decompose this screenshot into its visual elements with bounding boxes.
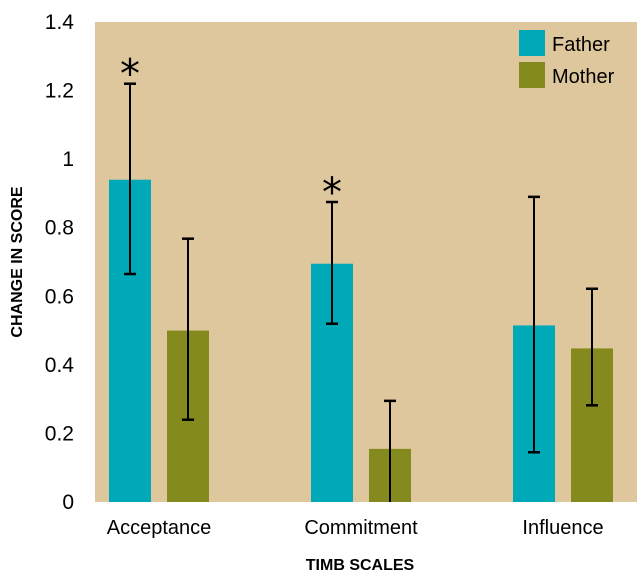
y-tick-label: 0.6 [45,285,74,308]
y-tick-label: 1.2 [45,80,74,103]
x-category-label: Commitment [304,517,418,539]
y-tick-label: 0.8 [45,217,74,240]
legend-label-mother: Mother [552,66,615,88]
significance-asterisk: * [322,170,342,216]
x-category-label: Acceptance [107,517,212,539]
y-axis-ticks: 0 0.2 0.4 0.6 0.8 1 1.2 1.4 [45,11,75,514]
legend-swatch-mother [519,62,545,88]
y-tick-label: 0.2 [45,422,74,445]
y-tick-label: 1 [62,148,74,171]
legend: Father Mother [519,30,615,88]
significance-asterisk: * [120,52,140,98]
legend-label-father: Father [552,34,610,56]
error-bars-group [124,82,598,502]
y-tick-label: 0 [62,491,74,514]
y-tick-label: 0.4 [45,354,75,377]
legend-swatch-father [519,30,545,56]
y-tick-label: 1.4 [45,11,75,34]
x-category-label: Influence [522,517,603,539]
x-axis-title: TIMB SCALES [306,557,415,571]
y-axis-title: CHANGE IN SCORE [9,186,26,337]
significance-markers: ** [120,52,342,216]
x-axis-labels: Acceptance Commitment Influence [107,517,604,539]
